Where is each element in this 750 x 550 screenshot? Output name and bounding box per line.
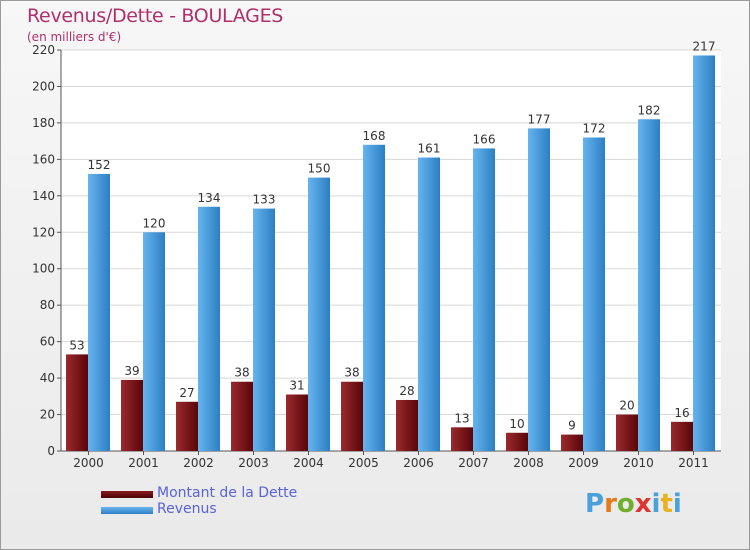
bar-dette-2009	[561, 434, 583, 451]
value-label-dette-2006: 28	[399, 384, 414, 398]
bar-dette-2010	[616, 414, 638, 451]
x-tick-label-2003: 2003	[238, 456, 269, 470]
value-label-dette-2000: 53	[69, 338, 84, 352]
bar-dette-2006	[396, 399, 418, 451]
value-label-dette-2002: 27	[179, 386, 194, 400]
y-tick-label: 200	[32, 79, 55, 93]
x-tick-label-2010: 2010	[623, 456, 654, 470]
logo-letter: P	[585, 489, 605, 519]
legend-swatch-revenus	[101, 507, 153, 514]
logo-letter: t	[660, 489, 673, 519]
y-tick-label: 120	[32, 225, 55, 239]
value-label-dette-2010: 20	[619, 399, 634, 413]
value-label-dette-2005: 38	[344, 366, 359, 380]
bar-dette-2002	[176, 401, 198, 451]
logo-letter: r	[604, 489, 617, 519]
x-tick-label-2006: 2006	[403, 456, 434, 470]
legend-swatch-dette	[101, 491, 153, 498]
chart-subtitle: (en milliers d'€)	[27, 30, 122, 44]
y-tick-label: 80	[40, 298, 55, 312]
bar-dette-2003	[231, 381, 253, 451]
y-tick-label: 60	[40, 335, 55, 349]
bar-revenus-2000	[88, 173, 110, 452]
value-label-dette-2004: 31	[289, 378, 304, 392]
x-tick-label-2005: 2005	[348, 456, 379, 470]
value-label-revenus-2004: 150	[308, 162, 331, 176]
value-label-revenus-2007: 166	[473, 132, 496, 146]
value-label-dette-2011: 16	[674, 406, 689, 420]
x-tick-label-2004: 2004	[293, 456, 324, 470]
bar-revenus-2004	[308, 177, 330, 451]
bar-dette-2011	[671, 421, 693, 451]
x-tick-label-2000: 2000	[73, 456, 104, 470]
x-tick-label-2001: 2001	[128, 456, 159, 470]
x-tick-label-2007: 2007	[458, 456, 489, 470]
chart-title: Revenus/Dette - BOULAGES	[27, 5, 284, 27]
y-tick-label: 100	[32, 262, 55, 276]
value-label-dette-2009: 9	[568, 419, 576, 433]
logo-letter: i	[672, 489, 682, 519]
y-tick-label: 160	[32, 152, 55, 166]
y-tick-label: 220	[32, 43, 55, 57]
y-tick-label: 180	[32, 116, 55, 130]
bar-dette-2005	[341, 381, 363, 451]
value-label-dette-2007: 13	[454, 411, 469, 425]
bar-dette-2000	[66, 354, 88, 451]
logo-letter: x	[634, 489, 652, 519]
plot-area	[61, 50, 721, 451]
value-label-revenus-2008: 177	[528, 112, 551, 126]
value-label-revenus-2000: 152	[88, 158, 111, 172]
value-label-revenus-2003: 133	[253, 193, 276, 207]
value-label-revenus-2001: 120	[143, 216, 166, 230]
value-label-revenus-2006: 161	[418, 142, 441, 156]
bar-revenus-2002	[198, 206, 220, 451]
y-tick-label: 0	[47, 444, 55, 458]
value-label-dette-2008: 10	[509, 417, 524, 431]
x-tick-label-2009: 2009	[568, 456, 599, 470]
bar-revenus-2010	[638, 119, 660, 451]
bar-revenus-2006	[418, 157, 440, 452]
bar-dette-2008	[506, 432, 528, 451]
value-label-revenus-2010: 182	[638, 103, 661, 117]
x-tick-label-2008: 2008	[513, 456, 544, 470]
legend-label-revenus: Revenus	[157, 501, 217, 517]
value-label-revenus-2005: 168	[363, 129, 386, 143]
bar-dette-2001	[121, 379, 143, 451]
x-tick-label-2011: 2011	[678, 456, 709, 470]
value-label-revenus-2009: 172	[583, 121, 606, 135]
legend-label-dette: Montant de la Dette	[157, 485, 298, 501]
bar-revenus-2008	[528, 128, 550, 452]
bar-dette-2004	[286, 394, 308, 451]
logo-letter: o	[616, 489, 635, 519]
bar-revenus-2001	[143, 232, 165, 451]
y-tick-label: 20	[40, 408, 55, 422]
y-tick-label: 40	[40, 371, 55, 385]
bar-revenus-2009	[583, 137, 605, 451]
bar-revenus-2011	[693, 55, 715, 452]
value-label-dette-2003: 38	[234, 366, 249, 380]
y-tick-label: 140	[32, 189, 55, 203]
proxiti-logo: Proxiti	[585, 489, 682, 519]
value-label-revenus-2002: 134	[198, 191, 221, 205]
bar-dette-2007	[451, 427, 473, 451]
bar-revenus-2005	[363, 144, 385, 452]
value-label-dette-2001: 39	[124, 364, 139, 378]
logo-letter: i	[651, 489, 661, 519]
x-tick-label-2002: 2002	[183, 456, 214, 470]
bar-revenus-2003	[253, 208, 275, 451]
bar-revenus-2007	[473, 148, 495, 451]
value-label-revenus-2011: 217	[693, 39, 716, 53]
